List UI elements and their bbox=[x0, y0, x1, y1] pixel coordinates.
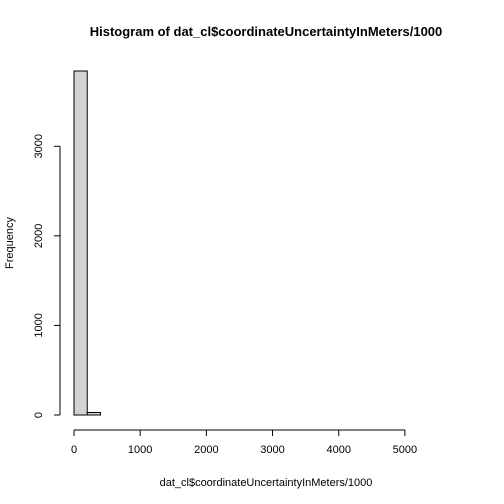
x-tick-label: 5000 bbox=[393, 444, 417, 456]
y-axis: 0 1000 2000 3000 bbox=[33, 134, 61, 418]
y-tick-label: 0 bbox=[33, 412, 45, 418]
x-tick-label: 3000 bbox=[260, 444, 284, 456]
bars-group bbox=[73, 70, 101, 416]
histogram-bar-1 bbox=[86, 411, 101, 416]
x-axis: 0 1000 2000 3000 4000 5000 bbox=[71, 429, 417, 456]
chart-title: Histogram of dat_cl$coordinateUncertaint… bbox=[90, 24, 443, 39]
y-tick-label: 1000 bbox=[33, 313, 45, 337]
y-tick-label: 2000 bbox=[33, 224, 45, 248]
x-tick-label: 2000 bbox=[194, 444, 218, 456]
histogram-bar-0 bbox=[73, 70, 88, 416]
x-tick-label: 1000 bbox=[128, 444, 152, 456]
y-axis-label: Frequency bbox=[4, 217, 16, 269]
y-tick-label: 3000 bbox=[33, 134, 45, 158]
x-axis-label: dat_cl$coordinateUncertaintyInMeters/100… bbox=[160, 477, 373, 489]
x-tick-label: 4000 bbox=[326, 444, 350, 456]
x-tick-label: 0 bbox=[71, 444, 77, 456]
